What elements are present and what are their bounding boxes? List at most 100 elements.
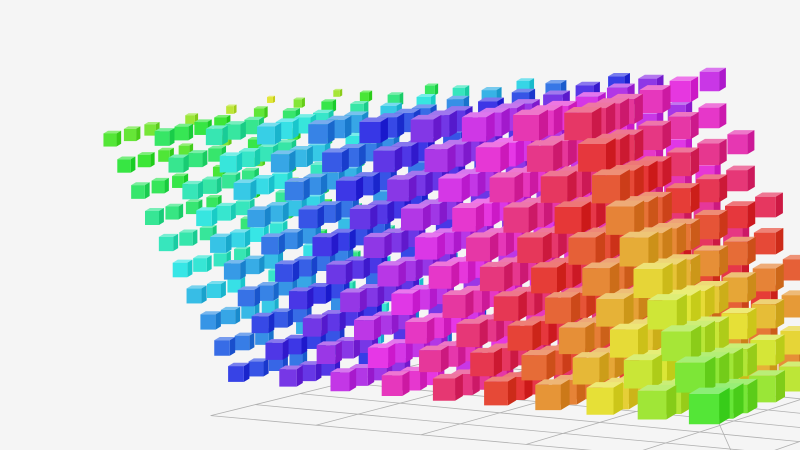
cube-point[interactable]: [182, 180, 204, 200]
cube-point[interactable]: [414, 232, 445, 260]
cube-point[interactable]: [308, 120, 335, 144]
cube-point[interactable]: [432, 373, 463, 401]
cube-point[interactable]: [226, 104, 237, 114]
cube-point[interactable]: [489, 172, 524, 203]
cube-point[interactable]: [410, 114, 442, 143]
cube-point[interactable]: [452, 203, 485, 232]
cube-point[interactable]: [638, 120, 671, 150]
cube-point[interactable]: [781, 290, 800, 318]
cube-point[interactable]: [288, 287, 314, 310]
cube-point[interactable]: [225, 121, 246, 140]
cube-point[interactable]: [145, 208, 164, 225]
cube-point[interactable]: [137, 152, 155, 168]
cube-point[interactable]: [639, 85, 671, 113]
cube-point[interactable]: [697, 138, 727, 166]
cube-point[interactable]: [238, 148, 261, 168]
cube-point[interactable]: [521, 349, 556, 381]
cube-point[interactable]: [168, 154, 189, 173]
cube-point[interactable]: [503, 202, 538, 233]
cube-point[interactable]: [340, 288, 367, 313]
cube-point[interactable]: [261, 233, 285, 255]
cube-point[interactable]: [299, 361, 322, 382]
cube-point[interactable]: [667, 147, 700, 177]
cube-point[interactable]: [205, 125, 228, 146]
cube-point[interactable]: [266, 202, 289, 222]
cube-point[interactable]: [207, 281, 226, 298]
cube-point[interactable]: [619, 231, 659, 267]
cube-point[interactable]: [298, 205, 324, 229]
cube-point[interactable]: [123, 126, 141, 142]
cube-point[interactable]: [117, 156, 136, 173]
cube-point[interactable]: [470, 347, 502, 377]
cube-point[interactable]: [193, 255, 212, 272]
cube-point[interactable]: [751, 299, 785, 329]
cube-point[interactable]: [247, 206, 271, 228]
cube-point[interactable]: [354, 315, 381, 341]
cube-point[interactable]: [251, 312, 275, 334]
cube-point[interactable]: [531, 262, 566, 294]
cube-point[interactable]: [253, 106, 268, 119]
cube-point[interactable]: [493, 291, 527, 321]
cube-point[interactable]: [578, 138, 616, 172]
cube-point[interactable]: [507, 320, 542, 351]
cube-point[interactable]: [723, 236, 756, 266]
cube-point[interactable]: [367, 343, 396, 369]
cube-point[interactable]: [726, 165, 755, 192]
cube-point[interactable]: [596, 293, 634, 327]
cube-point[interactable]: [722, 272, 757, 303]
cube-point[interactable]: [179, 229, 198, 246]
cube-point[interactable]: [591, 169, 630, 204]
cube-point[interactable]: [349, 204, 378, 230]
cube-point[interactable]: [661, 325, 702, 362]
cube-point[interactable]: [675, 356, 716, 393]
cube-point[interactable]: [293, 97, 305, 108]
cube-point[interactable]: [442, 290, 474, 318]
cube-point[interactable]: [699, 67, 726, 92]
cube-point[interactable]: [185, 199, 203, 215]
cube-point[interactable]: [782, 254, 800, 281]
cube-point[interactable]: [335, 176, 364, 201]
cube-point[interactable]: [186, 285, 207, 304]
cube-point[interactable]: [172, 259, 193, 278]
cube-point[interactable]: [165, 203, 184, 220]
cube-point[interactable]: [285, 334, 308, 355]
cube-point[interactable]: [214, 336, 236, 356]
cube-point[interactable]: [220, 306, 241, 325]
cube-point[interactable]: [688, 387, 730, 425]
cube-point[interactable]: [461, 112, 495, 142]
cube-point[interactable]: [526, 140, 563, 172]
cube-point[interactable]: [202, 176, 222, 194]
cube-point[interactable]: [330, 368, 357, 392]
cube-point[interactable]: [174, 123, 194, 141]
cube-point[interactable]: [326, 260, 353, 285]
cube-point[interactable]: [151, 177, 169, 194]
cube-point[interactable]: [359, 117, 388, 144]
cube-point[interactable]: [381, 371, 410, 396]
cube-point[interactable]: [424, 83, 439, 96]
cube-point[interactable]: [363, 232, 392, 258]
cube-point[interactable]: [223, 259, 246, 280]
cube-point[interactable]: [237, 286, 261, 307]
cube-point[interactable]: [428, 261, 460, 289]
cube-point[interactable]: [568, 231, 606, 265]
cube-point[interactable]: [484, 376, 517, 406]
cube-point[interactable]: [103, 130, 122, 147]
cube-point[interactable]: [333, 88, 343, 97]
cube-point[interactable]: [755, 192, 783, 218]
cube-point[interactable]: [564, 106, 602, 141]
cube-point[interactable]: [210, 233, 232, 253]
cube-point[interactable]: [513, 109, 549, 141]
cube-point[interactable]: [610, 323, 648, 358]
cube-point[interactable]: [234, 332, 255, 351]
cube-point[interactable]: [229, 229, 251, 248]
cube-point[interactable]: [582, 262, 620, 296]
cube-point[interactable]: [401, 203, 431, 231]
cube-point[interactable]: [668, 111, 699, 140]
cube-point[interactable]: [696, 174, 728, 203]
cube-point[interactable]: [456, 319, 488, 348]
cube-point[interactable]: [158, 147, 174, 162]
cube-point[interactable]: [727, 130, 755, 155]
cube-point[interactable]: [605, 200, 645, 235]
